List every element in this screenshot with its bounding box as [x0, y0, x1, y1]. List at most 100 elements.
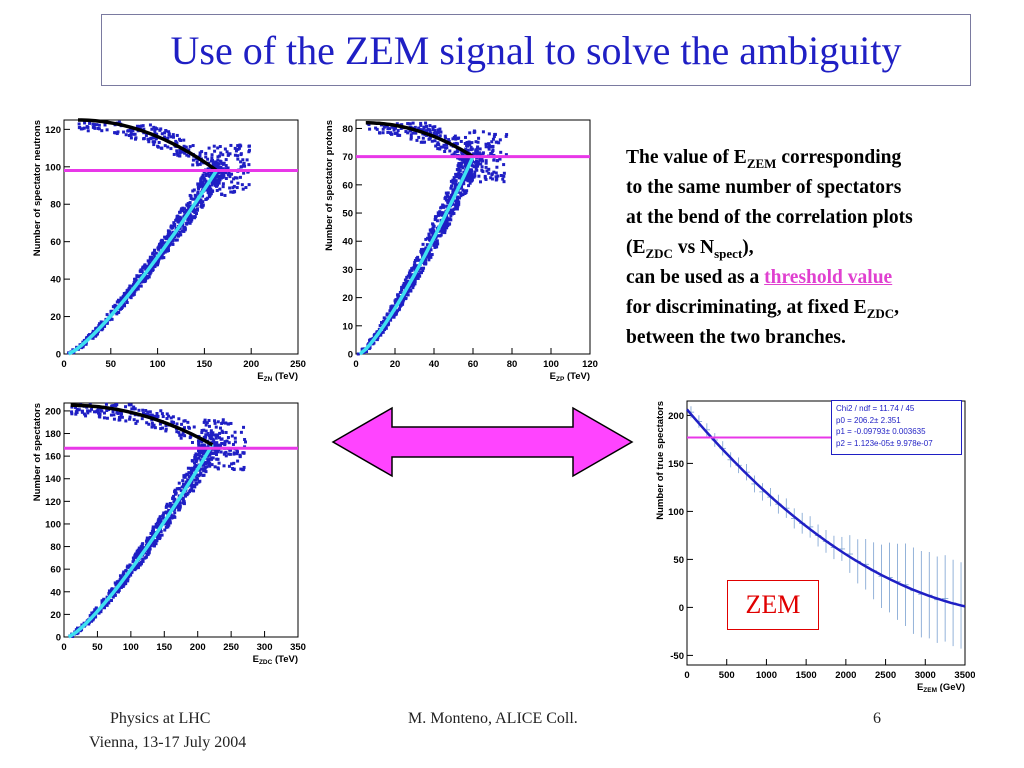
scatter-point — [202, 428, 206, 432]
scatter-point — [492, 158, 496, 162]
scatter-point — [455, 168, 459, 172]
scatter-point — [204, 470, 208, 474]
scatter-point — [432, 229, 436, 233]
scatter-point — [467, 177, 471, 181]
scatter-point — [384, 124, 388, 128]
y-tick-label: 80 — [50, 200, 61, 211]
scatter-point — [134, 564, 138, 568]
scatter-point — [154, 542, 158, 546]
scatter-point — [417, 135, 421, 139]
scatter-point — [156, 533, 160, 537]
scatter-point — [136, 566, 140, 570]
scatter-point — [183, 426, 187, 430]
scatter-point — [161, 514, 165, 518]
scatter-point — [419, 121, 423, 125]
x-tick-label: 200 — [190, 642, 206, 653]
scatter-point — [411, 281, 415, 285]
scatter-point — [224, 176, 228, 180]
scatter-point — [180, 150, 184, 154]
scatter-point — [70, 405, 74, 409]
scatter-point — [155, 263, 159, 267]
scatter-point — [80, 410, 84, 414]
scatter-point — [167, 516, 171, 520]
scatter-point — [459, 173, 463, 177]
scatter-point — [189, 475, 193, 479]
scatter-point — [167, 132, 171, 136]
scatter-point — [207, 146, 211, 150]
scatter-point — [438, 229, 442, 233]
scatter-point — [187, 426, 191, 430]
scatter-point — [212, 176, 216, 180]
scatter-point — [176, 220, 180, 224]
scatter-point — [128, 563, 132, 567]
scatter-point — [239, 160, 243, 164]
y-tick-label: 0 — [679, 603, 684, 614]
scatter-point — [468, 181, 472, 185]
scatter-point — [466, 179, 470, 183]
scatter-point — [481, 170, 485, 174]
scatter-point — [478, 147, 482, 151]
scatter-point — [167, 243, 171, 247]
scatter-point — [118, 578, 122, 582]
scatter-point — [133, 407, 137, 411]
scatter-point — [502, 171, 506, 175]
scatter-point — [217, 154, 221, 158]
scatter-point — [388, 127, 392, 131]
scatter-point — [166, 525, 170, 529]
scatter-point — [109, 317, 113, 321]
scatter-point — [436, 213, 440, 217]
scatter-point — [180, 422, 184, 426]
scatter-point — [504, 153, 508, 157]
scatter-point — [452, 179, 456, 183]
scatter-point — [424, 237, 428, 241]
scatter-point — [413, 125, 417, 129]
scatter-point — [209, 187, 213, 191]
scatter-point — [213, 441, 217, 445]
scatter-point — [134, 288, 138, 292]
scatter-point — [236, 181, 240, 185]
scatter-point — [384, 326, 388, 330]
scatter-point — [491, 145, 495, 149]
scatter-point — [405, 279, 409, 283]
scatter-point — [122, 302, 126, 306]
scatter-point — [136, 284, 140, 288]
scatter-point — [498, 157, 502, 161]
scatter-point — [454, 172, 458, 176]
scatter-point — [74, 628, 78, 632]
scatter-point — [444, 142, 448, 146]
scatter-point — [430, 228, 434, 232]
scatter-point — [419, 271, 423, 275]
scatter-point — [454, 141, 458, 145]
scatter-point — [131, 132, 135, 136]
scatter-point — [465, 161, 469, 165]
scatter-point — [490, 150, 494, 154]
scatter-point — [149, 544, 153, 548]
scatter-point — [111, 410, 115, 414]
scatter-point — [416, 272, 420, 276]
x-tick-label: 250 — [290, 359, 306, 370]
scatter-point — [427, 258, 431, 262]
y-tick-label: 40 — [342, 237, 353, 248]
scatter-point — [424, 261, 428, 265]
scatter-point — [187, 154, 191, 158]
scatter-point — [232, 184, 236, 188]
scatter-point — [413, 260, 417, 264]
stat-chi2: Chi2 / ndf = 11.74 / 45 — [836, 404, 915, 413]
y-tick-label: 40 — [50, 275, 61, 286]
scatter-point — [226, 436, 230, 440]
text-line-4: (EZDC vs Nspect), — [626, 237, 754, 261]
scatter-point — [206, 458, 210, 462]
scatter-point — [435, 131, 439, 135]
scatter-point — [178, 149, 182, 153]
scatter-point — [175, 133, 179, 137]
scatter-point — [434, 144, 438, 148]
threshold-value-link[interactable]: threshold value — [764, 267, 893, 288]
scatter-point — [183, 473, 187, 477]
scatter-point — [163, 511, 167, 515]
scatter-point — [375, 127, 379, 131]
scatter-point — [195, 453, 199, 457]
scatter-point — [153, 127, 157, 131]
scatter-point — [495, 165, 499, 169]
scatter-point — [195, 160, 199, 164]
scatter-point — [450, 193, 454, 197]
